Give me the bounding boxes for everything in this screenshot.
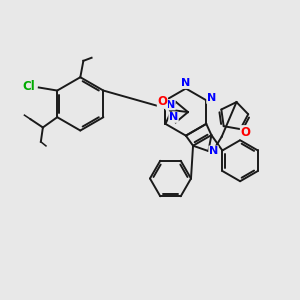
Text: N: N <box>209 146 218 156</box>
Text: O: O <box>158 95 167 108</box>
Text: N: N <box>181 78 190 88</box>
Text: N: N <box>207 93 216 103</box>
Text: N: N <box>166 100 175 110</box>
Text: N: N <box>169 112 178 122</box>
Text: Cl: Cl <box>22 80 35 93</box>
Text: O: O <box>240 126 250 139</box>
